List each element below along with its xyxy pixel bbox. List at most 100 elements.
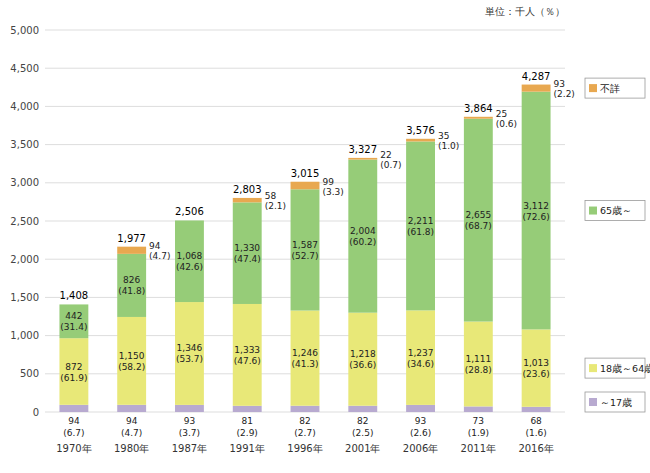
y-tick-label: 3,500 (10, 139, 39, 150)
value-label: 93 (415, 416, 426, 426)
x-tick-label: 2006年 (403, 443, 438, 454)
share-label: (0.7) (380, 160, 401, 170)
share-label: (58.2) (118, 362, 145, 372)
value-label: 93 (184, 416, 195, 426)
share-label: (36.6) (349, 360, 376, 370)
value-label: 2,655 (465, 210, 491, 220)
bar-segment (522, 329, 551, 406)
legend-label: 不詳 (600, 83, 620, 94)
share-label: (42.6) (176, 262, 203, 272)
bar-segment (233, 202, 262, 304)
legend-box (585, 78, 645, 98)
share-label: (28.8) (465, 365, 492, 375)
bar-segment (464, 406, 493, 412)
share-label: (2.2) (554, 89, 575, 99)
total-label: 3,864 (464, 103, 493, 114)
grid-line (45, 30, 565, 31)
share-label: (4.7) (149, 251, 170, 261)
bar-segment (291, 189, 320, 310)
legend-box (585, 392, 645, 412)
share-label: (68.7) (465, 221, 492, 231)
legend-swatch (589, 364, 597, 372)
total-label: 3,015 (291, 168, 320, 179)
value-label: 2,004 (350, 226, 376, 236)
total-label: 3,327 (348, 144, 377, 155)
bar-segment (348, 158, 377, 160)
value-label: 2,211 (408, 216, 434, 226)
total-label: 1,977 (117, 233, 146, 244)
value-label: 1,111 (465, 354, 491, 364)
share-label: (52.7) (291, 251, 318, 261)
share-label: (0.6) (496, 119, 517, 129)
value-label: 1,330 (234, 243, 260, 253)
value-label: 94 (149, 241, 161, 251)
value-label: 68 (530, 416, 542, 426)
x-tick-label: 1980年 (114, 443, 149, 454)
bar-segment (59, 405, 88, 412)
value-label: 1,013 (523, 358, 549, 368)
share-label: (3.7) (179, 428, 200, 438)
y-tick-label: 2,000 (10, 254, 39, 265)
y-tick-label: 2,500 (10, 216, 39, 227)
subtitle: 単位：千人（％） (485, 6, 565, 17)
legend-label: ～17歳 (600, 397, 632, 408)
bar-segment (233, 406, 262, 412)
y-tick-label: 4,000 (10, 101, 39, 112)
bar-segment (522, 85, 551, 92)
value-label: 826 (123, 275, 140, 285)
bar-segment (117, 405, 146, 412)
value-label: 3,112 (523, 201, 549, 211)
value-label: 99 (322, 177, 334, 187)
share-label: (3.3) (322, 187, 343, 197)
bar-segment (464, 119, 493, 322)
bar-segment (464, 322, 493, 407)
share-label: (41.3) (291, 359, 318, 369)
value-label: 93 (554, 79, 565, 89)
share-label: (2.6) (410, 428, 431, 438)
bar-segment (233, 198, 262, 202)
bar-segment (348, 313, 377, 406)
y-tick-label: 0 (33, 407, 39, 418)
total-label: 4,287 (522, 71, 551, 82)
total-label: 1,408 (60, 290, 89, 301)
bar-segment (117, 247, 146, 254)
bar-segment (348, 406, 377, 412)
value-label: 94 (68, 416, 80, 426)
legend-swatch (589, 207, 597, 215)
x-tick-label: 1970年 (56, 443, 91, 454)
y-tick-label: 1,500 (10, 292, 39, 303)
value-label: 35 (438, 131, 449, 141)
x-tick-label: 2011年 (461, 443, 496, 454)
grid-line (45, 68, 565, 69)
bar-segment (406, 139, 435, 142)
share-label: (60.2) (349, 237, 376, 247)
share-label: (61.8) (407, 227, 434, 237)
value-label: 872 (65, 362, 82, 372)
chart-container: 05001,0001,5002,0002,5003,0003,5004,0004… (0, 0, 650, 473)
share-label: (1.9) (468, 428, 489, 438)
value-label: 73 (473, 416, 484, 426)
share-label: (1.6) (525, 428, 546, 438)
y-tick-label: 5,000 (10, 25, 39, 36)
value-label: 1,246 (292, 348, 318, 358)
y-tick-label: 4,500 (10, 63, 39, 74)
bar-segment (291, 406, 320, 412)
share-label: (47.4) (234, 254, 261, 264)
share-label: (6.7) (63, 428, 84, 438)
share-label: (2.9) (237, 428, 258, 438)
bar-segment (117, 254, 146, 317)
y-tick-label: 500 (20, 368, 39, 379)
value-label: 1,068 (177, 251, 203, 261)
value-label: 81 (241, 416, 252, 426)
value-label: 1,150 (119, 351, 145, 361)
bar-segment (522, 92, 551, 330)
share-label: (41.8) (118, 286, 145, 296)
share-label: (23.6) (523, 369, 550, 379)
share-label: (72.6) (523, 212, 550, 222)
bars (59, 85, 550, 412)
bar-segment (464, 117, 493, 119)
total-label: 3,576 (406, 125, 435, 136)
bar-segment (117, 317, 146, 405)
value-label: 1,237 (408, 348, 434, 358)
total-label: 2,803 (233, 184, 262, 195)
